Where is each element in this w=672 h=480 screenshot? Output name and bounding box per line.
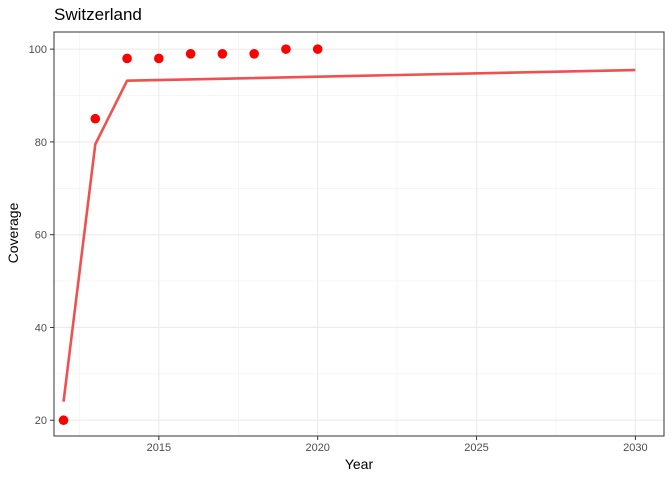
y-tick-label: 60 (35, 230, 47, 242)
data-point (154, 53, 164, 64)
chart-title: Switzerland (54, 5, 142, 24)
y-tick-label: 40 (35, 322, 47, 334)
data-point (90, 113, 101, 124)
y-axis-label: Coverage (5, 202, 21, 263)
y-tick-label: 20 (35, 415, 47, 427)
data-point (185, 49, 196, 59)
x-tick-label: 2015 (147, 442, 171, 454)
plot-marks (58, 44, 636, 426)
y-tick-label: 100 (29, 44, 47, 56)
data-point (58, 415, 69, 426)
data-point (312, 44, 323, 54)
grid-major (54, 32, 664, 436)
x-axis-label: Year (345, 456, 374, 472)
data-point (217, 49, 228, 59)
x-axis: 2015 2020 2025 2030 (147, 436, 648, 454)
data-point (122, 53, 132, 64)
data-point (281, 44, 291, 54)
x-tick-label: 2025 (464, 442, 488, 454)
x-tick-label: 2020 (305, 442, 329, 454)
x-tick-label: 2030 (623, 442, 647, 454)
y-axis: 20 40 60 80 100 (29, 44, 54, 427)
trend-line (62, 68, 636, 402)
data-point (249, 49, 259, 59)
grid-minor (54, 32, 664, 436)
plot-panel-border (53, 31, 665, 437)
y-tick-label: 80 (35, 137, 47, 149)
